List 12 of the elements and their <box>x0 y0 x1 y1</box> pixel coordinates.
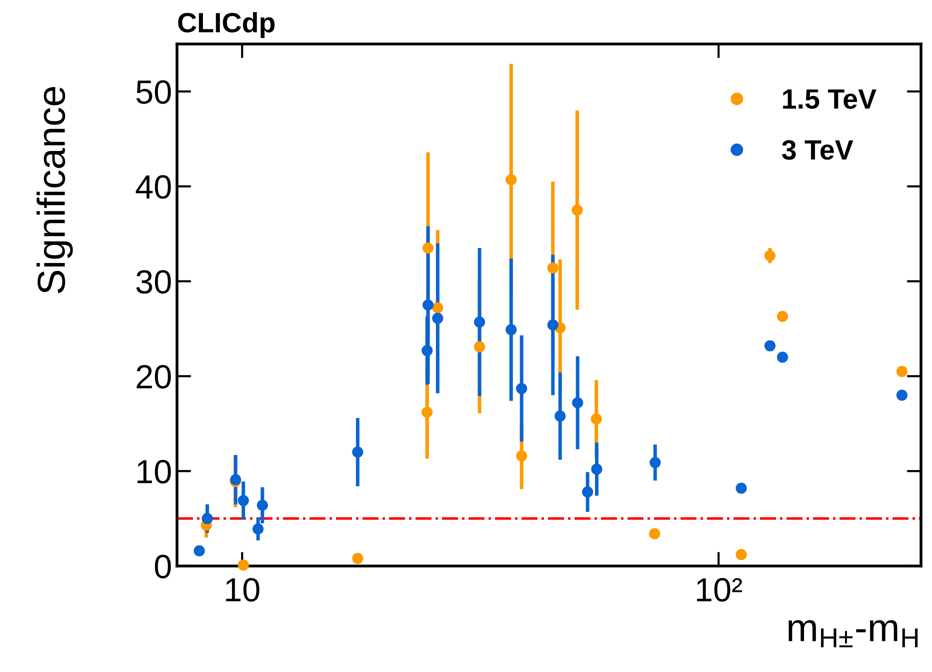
y-axis-title: Significance <box>36 87 73 294</box>
y-tick-label: 50 <box>136 80 171 104</box>
legend-label: 1.5 TeV <box>783 89 876 109</box>
x-axis-title: m$_{H±}$-m$_{H}$ <box>788 620 918 648</box>
y-tick-label: 0 <box>154 554 171 578</box>
chart-title: CLICdp <box>178 12 275 38</box>
y-tick-label: 30 <box>136 270 171 294</box>
y-tick-label: 10 <box>138 460 171 484</box>
x-tick-label: 10² <box>697 578 742 602</box>
y-tick-label: 20 <box>136 364 171 389</box>
y-tick-label: 40 <box>136 175 171 199</box>
legend-label: 3 TeV <box>782 140 854 160</box>
